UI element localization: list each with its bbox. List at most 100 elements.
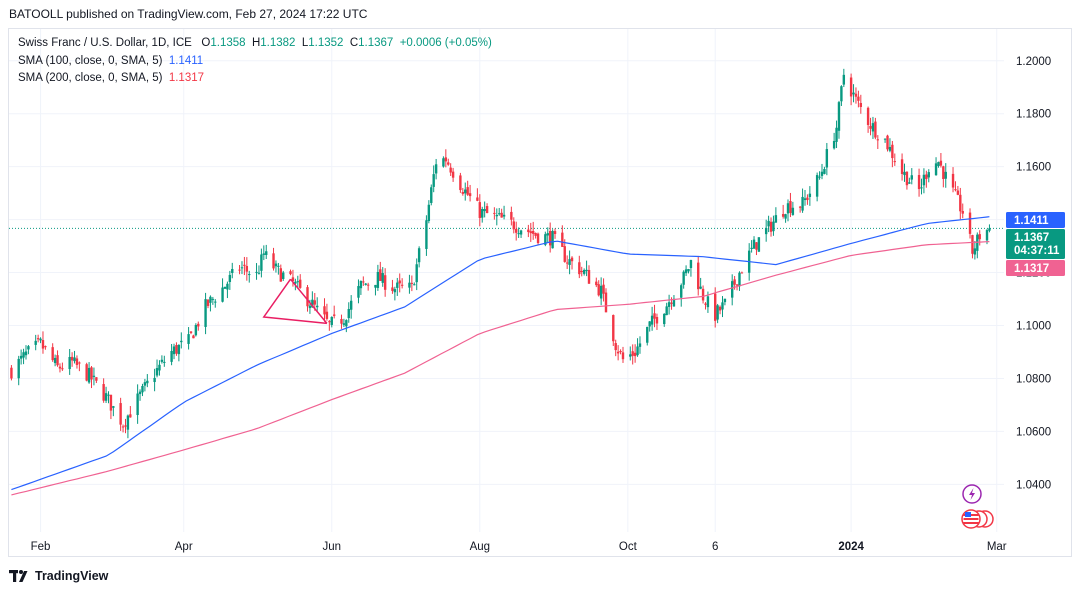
candle bbox=[954, 181, 957, 192]
candle bbox=[129, 406, 132, 418]
candle bbox=[398, 273, 401, 293]
candle bbox=[296, 275, 299, 289]
candle bbox=[170, 343, 173, 366]
candle bbox=[891, 140, 894, 168]
candle bbox=[197, 321, 200, 331]
candle bbox=[515, 221, 518, 241]
x-axis: Feb Apr Jun Aug Oct 6 2024 Mar bbox=[31, 541, 1007, 553]
candle bbox=[444, 149, 448, 168]
candle bbox=[240, 261, 244, 275]
candle bbox=[869, 117, 872, 136]
candle bbox=[697, 255, 700, 296]
tradingview-logo[interactable]: TradingView bbox=[9, 569, 108, 583]
candle bbox=[701, 285, 705, 304]
candle bbox=[689, 259, 693, 277]
candle bbox=[349, 295, 353, 319]
us-flag-event-icon[interactable] bbox=[961, 509, 994, 529]
candle bbox=[347, 302, 350, 323]
candle bbox=[214, 299, 217, 308]
candle bbox=[408, 274, 411, 294]
candle bbox=[553, 228, 557, 239]
candle bbox=[187, 327, 190, 350]
candle bbox=[578, 255, 581, 279]
candle bbox=[119, 397, 122, 431]
candle bbox=[19, 349, 23, 365]
candle bbox=[153, 368, 156, 392]
candle bbox=[476, 188, 479, 202]
candle bbox=[798, 205, 802, 213]
candle bbox=[886, 134, 889, 152]
candle bbox=[842, 68, 846, 88]
y-tick-label: 1.2000 bbox=[1016, 56, 1051, 68]
candle bbox=[175, 342, 178, 356]
candle bbox=[451, 167, 455, 182]
candle bbox=[531, 221, 535, 240]
candle bbox=[112, 405, 115, 417]
candle bbox=[204, 292, 207, 335]
candle bbox=[51, 343, 54, 362]
candle bbox=[415, 258, 418, 291]
candle bbox=[595, 277, 598, 288]
candle bbox=[636, 338, 639, 357]
candle bbox=[143, 378, 147, 392]
candle bbox=[502, 205, 506, 220]
candle bbox=[95, 377, 98, 384]
candle bbox=[801, 188, 804, 213]
candle bbox=[959, 187, 962, 220]
candle bbox=[291, 269, 295, 287]
pattern-line[interactable] bbox=[262, 278, 327, 325]
candle bbox=[629, 346, 632, 361]
sma200-line[interactable] bbox=[11, 241, 990, 496]
sma100-line[interactable] bbox=[11, 216, 990, 491]
candle bbox=[536, 232, 540, 246]
legend-sma200-row[interactable]: SMA (200, close, 0, SMA, 5) 1.1317 bbox=[18, 70, 492, 88]
candle bbox=[248, 270, 251, 283]
last-price-tag-text: 1.1367 bbox=[1014, 232, 1049, 244]
candle bbox=[374, 284, 377, 296]
candle bbox=[332, 305, 336, 319]
candle bbox=[180, 332, 183, 349]
candle bbox=[534, 232, 537, 239]
candle bbox=[806, 194, 809, 205]
candle bbox=[163, 355, 166, 367]
candle bbox=[328, 320, 331, 331]
candle bbox=[680, 283, 683, 307]
candle bbox=[485, 203, 489, 214]
candle bbox=[124, 418, 127, 434]
sma100-price-tag-text: 1.1411 bbox=[1014, 215, 1049, 227]
candle bbox=[888, 138, 892, 153]
sma-lines bbox=[11, 216, 990, 496]
candle bbox=[325, 303, 329, 321]
legend-close-label: C bbox=[349, 37, 359, 49]
candle bbox=[663, 313, 666, 327]
candle bbox=[160, 355, 164, 364]
x-tick-label: Feb bbox=[31, 541, 51, 553]
candle bbox=[393, 286, 397, 301]
candle bbox=[942, 165, 945, 188]
candle bbox=[442, 156, 445, 168]
candle bbox=[781, 204, 785, 219]
candle bbox=[447, 158, 450, 166]
candle bbox=[512, 217, 515, 234]
legend-open-value: 1.1358 bbox=[210, 37, 246, 49]
candle bbox=[631, 344, 634, 365]
y-tick-label: 1.1000 bbox=[1016, 321, 1051, 333]
candle bbox=[41, 331, 45, 354]
candle bbox=[803, 190, 807, 206]
legend-sma100-row[interactable]: SMA (100, close, 0, SMA, 5) 1.1411 bbox=[18, 53, 492, 71]
candle bbox=[75, 355, 79, 369]
candle bbox=[17, 355, 20, 386]
candle bbox=[978, 230, 981, 246]
pattern-line[interactable] bbox=[289, 278, 328, 324]
candle bbox=[73, 350, 76, 364]
candle bbox=[61, 362, 64, 371]
lightning-event-icon[interactable] bbox=[962, 484, 982, 504]
candle bbox=[614, 339, 617, 357]
candle bbox=[381, 267, 384, 287]
y-tick-label: 1.1800 bbox=[1016, 109, 1051, 121]
candle bbox=[971, 234, 974, 259]
chart-frame bbox=[8, 28, 1072, 557]
legend-low-label: L bbox=[301, 37, 309, 49]
legend-open-label: O bbox=[201, 37, 211, 49]
